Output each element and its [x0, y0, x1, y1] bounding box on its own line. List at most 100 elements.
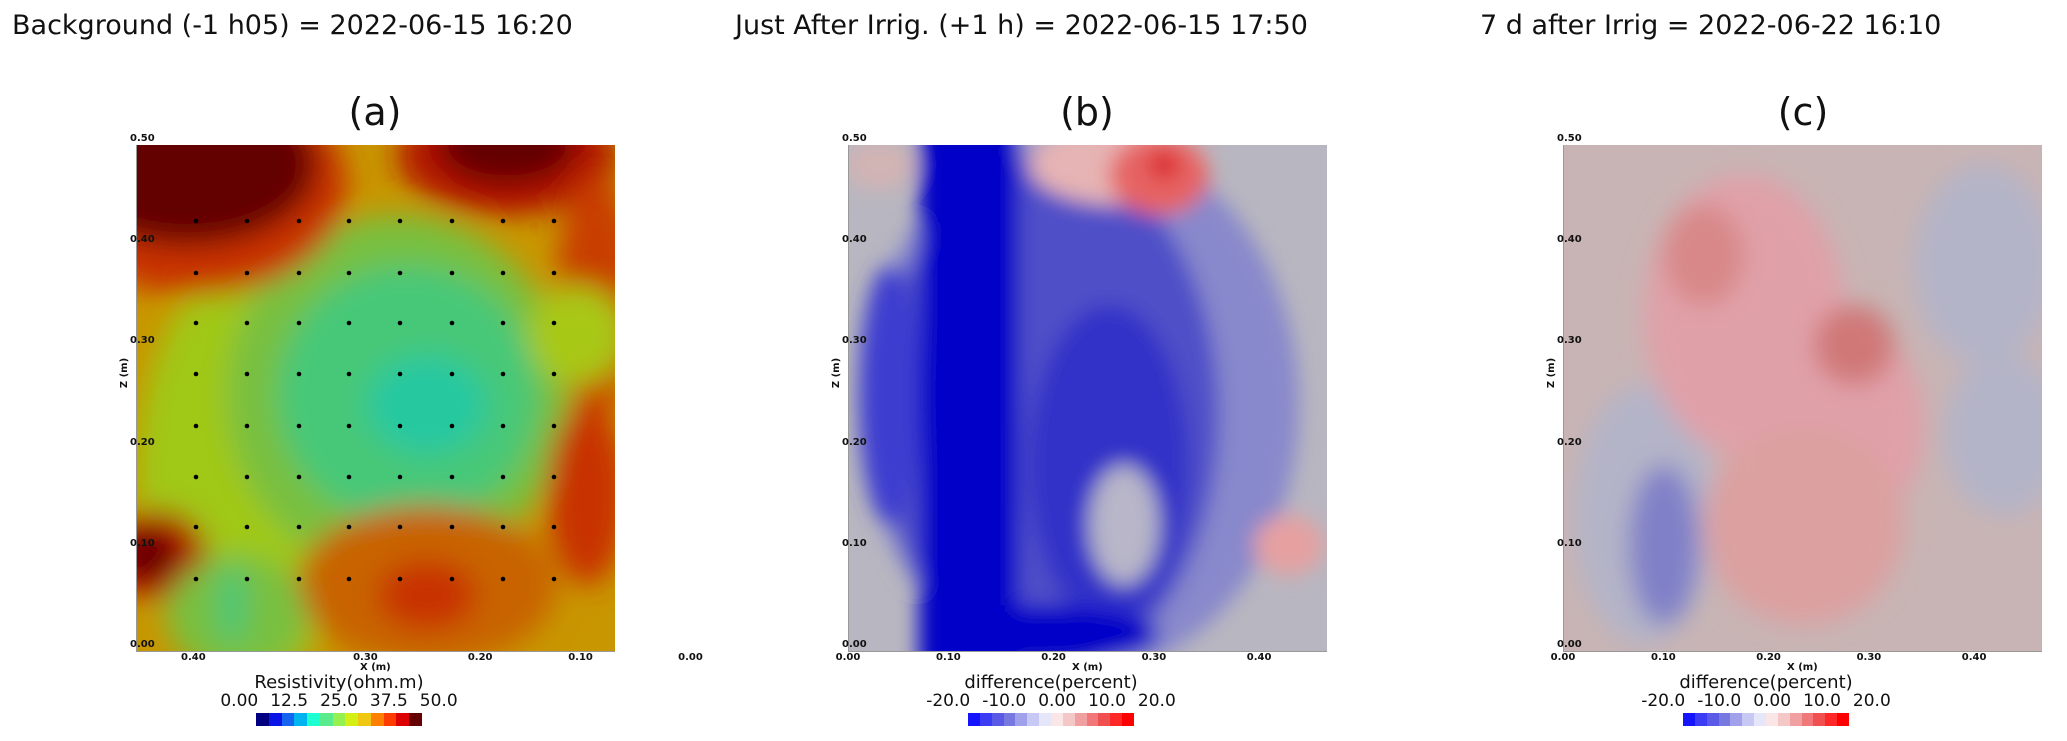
colorbar-tick-labels: -20.0 -10.0 0.00 10.0 20.0 — [920, 693, 1182, 710]
colorbar-swatch — [294, 713, 308, 726]
panel-suptitle: 7 d after Irrig = 2022-06-22 16:10 — [1480, 10, 1942, 41]
x-tick-label: 0.20 — [1756, 652, 1781, 663]
colorbar-swatch — [268, 713, 282, 726]
colorbar-tick-label: -10.0 — [1697, 691, 1742, 711]
x-tick-label: 0.30 — [1141, 652, 1167, 663]
colorbar-swatch — [1789, 713, 1802, 726]
colorbar-tick-label: 50.0 — [419, 691, 458, 711]
colorbar-swatch — [256, 713, 269, 726]
panel-label: (b) — [1060, 90, 1114, 134]
electrode-point — [449, 474, 455, 480]
electrode-point — [346, 371, 352, 377]
electrode-point — [397, 423, 403, 429]
colorbar-swatch — [1039, 713, 1052, 726]
colorbar-swatch — [1003, 713, 1016, 726]
x-axis-label: X (m) — [360, 662, 391, 673]
y-tick-label: 0.40 — [842, 234, 867, 246]
panel-suptitle: Background (-1 h05) = 2022-06-15 16:20 — [12, 10, 573, 41]
y-axis-label: Z (m) — [831, 357, 843, 389]
electrode-point — [346, 423, 352, 429]
electrode-point — [397, 474, 403, 480]
colorbar-swatch — [396, 713, 410, 726]
colorbar-swatch — [1062, 713, 1075, 726]
electrode-point — [193, 524, 199, 530]
colorbar-swatch — [968, 713, 980, 726]
colorbar-swatch — [1122, 713, 1135, 726]
colorbar-swatch — [319, 713, 333, 726]
y-tick-label: 0.10 — [842, 537, 867, 549]
x-tick-label: 0.40 — [181, 652, 206, 663]
electrode-point — [449, 270, 455, 276]
electrode-point — [244, 576, 250, 582]
electrode-point — [346, 524, 352, 530]
colorbar-tick-label: -20.0 — [1641, 691, 1686, 711]
electrode-point — [296, 218, 302, 224]
y-axis-label: Z (m) — [1546, 357, 1558, 389]
electrode-point — [193, 320, 199, 326]
electrode-point — [296, 270, 302, 276]
colorbar-tick-label: 10.0 — [1803, 691, 1841, 711]
colorbar-swatch — [358, 713, 371, 726]
electrode-point — [193, 576, 199, 582]
y-tick-label: 0.30 — [1557, 335, 1582, 347]
electrode-point — [296, 371, 302, 377]
colorbar-swatch — [1694, 713, 1707, 726]
colorbar-swatch — [307, 713, 320, 726]
electrode-point — [397, 524, 403, 530]
colorbar-swatch — [409, 713, 422, 726]
panel-suptitle: Just After Irrig. (+1 h) = 2022-06-15 17… — [735, 10, 1308, 41]
electrode-point — [397, 218, 403, 224]
colorbar-swatch — [332, 713, 346, 726]
electrode-point — [500, 474, 506, 480]
electrode-point — [551, 524, 557, 530]
colorbar-tick-labels: -20.0 -10.0 0.00 10.0 20.0 — [1635, 693, 1897, 710]
y-axis-label: Z (m) — [119, 357, 131, 389]
electrode-point — [500, 576, 506, 582]
colorbar-tick-label: 0.00 — [1038, 691, 1077, 711]
electrode-point — [449, 576, 455, 582]
electrode-point — [244, 524, 250, 530]
electrode-point — [244, 270, 250, 276]
heatmap-field — [137, 145, 615, 651]
y-tick-label: 0.50 — [130, 133, 155, 144]
colorbar-swatch — [281, 713, 295, 726]
colorbar-tick-label: -10.0 — [982, 691, 1027, 711]
colorbar-tick-labels: 0.00 12.5 25.0 37.5 50.0 — [214, 693, 463, 710]
colorbar-swatch — [1074, 713, 1087, 726]
heatmap-plot — [848, 145, 1327, 652]
heatmap-field — [849, 145, 1327, 651]
electrode-point — [449, 423, 455, 429]
electrode-point — [551, 218, 557, 224]
heatmap-plot — [1563, 145, 2042, 652]
x-tick-label: 0.10 — [1651, 652, 1676, 663]
colorbar-swatch — [370, 713, 384, 726]
electrode-point — [397, 320, 403, 326]
colorbar-swatch — [1051, 713, 1063, 726]
colorbar-swatch — [1837, 713, 1850, 726]
colorbar-swatch — [1683, 713, 1695, 726]
x-tick-label: 0.40 — [1961, 652, 1987, 663]
colorbar-swatch — [1086, 713, 1099, 726]
colorbar-swatch — [383, 713, 397, 726]
electrode-point — [193, 474, 199, 480]
y-tick-label: 0.30 — [842, 335, 867, 347]
y-tick-label: 0.20 — [130, 436, 155, 448]
colorbar — [1683, 713, 1850, 726]
colorbar-swatch — [1027, 713, 1040, 726]
colorbar-tick-label: 0.00 — [220, 691, 259, 711]
colorbar-tick-label: 25.0 — [320, 691, 358, 711]
electrode-point — [346, 474, 352, 480]
colorbar — [256, 713, 422, 726]
colorbar-swatch — [1801, 713, 1814, 726]
electrode-point — [193, 218, 199, 224]
panel-label: (a) — [348, 90, 402, 134]
electrode-point — [449, 371, 455, 377]
electrode-point — [397, 371, 403, 377]
electrode-point — [244, 371, 250, 377]
electrode-point — [500, 320, 506, 326]
electrode-point — [551, 320, 557, 326]
y-tick-label: 0.50 — [1557, 133, 1582, 144]
colorbar-swatch — [1706, 713, 1719, 726]
electrode-point — [193, 371, 199, 377]
colorbar-swatch — [979, 713, 992, 726]
